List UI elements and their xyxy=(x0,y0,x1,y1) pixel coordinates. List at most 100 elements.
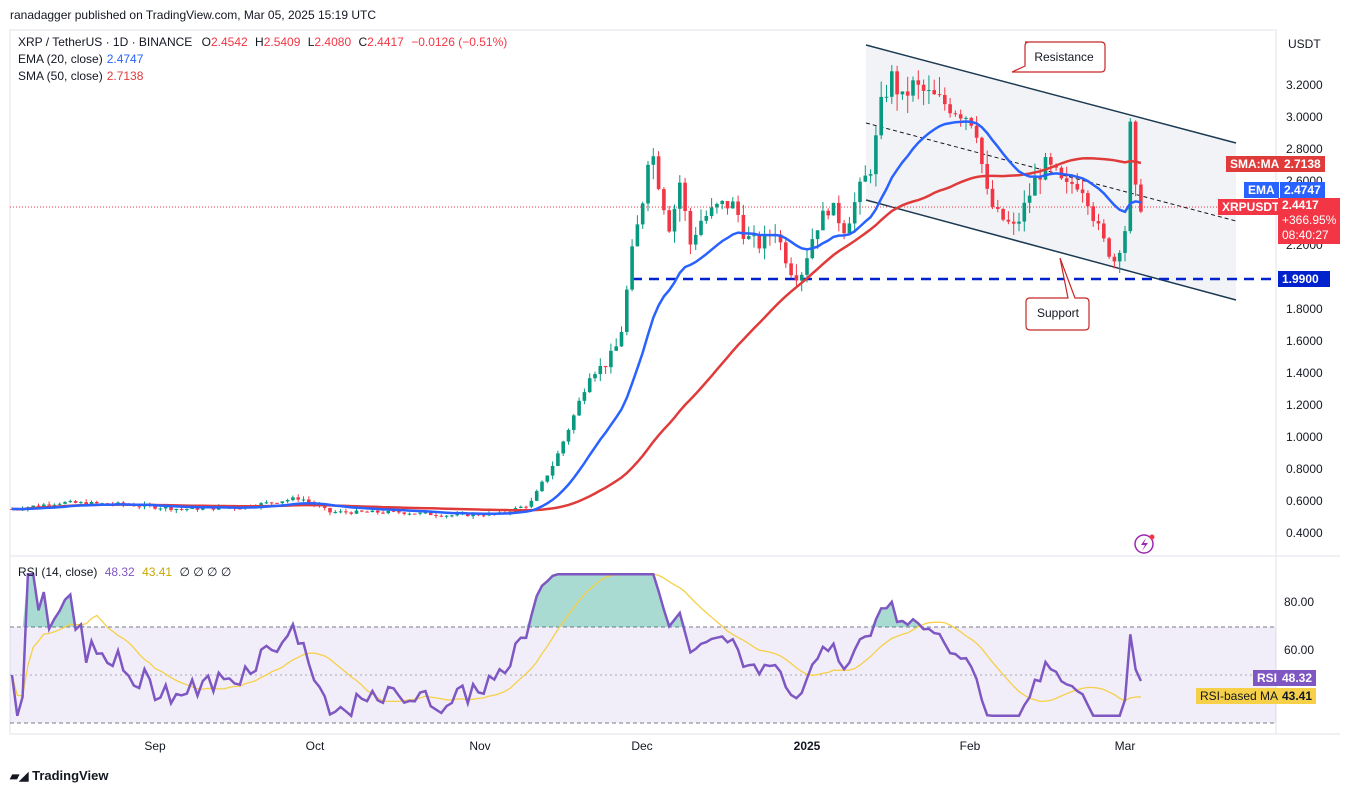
candle-body xyxy=(672,208,677,232)
candle-body xyxy=(603,365,608,368)
candle-body xyxy=(709,207,714,217)
time-tick: Oct xyxy=(306,739,325,753)
candle-body xyxy=(619,332,624,347)
support-callout[interactable]: Support xyxy=(1025,257,1090,331)
candle-body xyxy=(381,512,385,514)
channel-support-line[interactable] xyxy=(865,199,1237,301)
rsi-line xyxy=(10,572,1143,719)
candle-body xyxy=(418,512,422,514)
candle-body xyxy=(1102,223,1106,239)
candle-body xyxy=(79,502,83,504)
candle-body xyxy=(307,499,311,503)
tradingview-footer[interactable]: ▰◢ TradingView xyxy=(10,768,108,783)
price-tick: 1.8000 xyxy=(1286,302,1323,316)
candle-body xyxy=(640,203,645,225)
resistance-label: Resistance xyxy=(1034,50,1094,64)
channel-resistance-line[interactable] xyxy=(865,44,1237,144)
resistance-callout[interactable]: Resistance xyxy=(1011,41,1106,73)
currency-label: USDT xyxy=(1288,37,1321,51)
c-label: C xyxy=(358,35,368,49)
candle-body xyxy=(879,96,883,136)
candle-body xyxy=(842,223,846,234)
candle-body xyxy=(328,507,332,513)
candle-body xyxy=(704,216,709,221)
time-tick: Dec xyxy=(631,739,652,753)
candle-body xyxy=(275,502,279,504)
price-tick: 1.2000 xyxy=(1286,398,1323,412)
candle-body xyxy=(980,137,984,165)
candle-body xyxy=(519,506,523,508)
price-tick: 3.0000 xyxy=(1286,110,1323,124)
price-axis[interactable]: 3.20003.00002.80002.60002.20001.80001.60… xyxy=(1286,78,1323,540)
candle-body xyxy=(566,429,571,442)
candle-body xyxy=(837,202,841,224)
rsi-tag-value: 48.32 xyxy=(1278,670,1317,686)
lightning-icon[interactable] xyxy=(1134,534,1155,554)
candle-body xyxy=(1133,121,1138,185)
candle-body xyxy=(68,501,73,503)
sma-tag-value: 2.7138 xyxy=(1280,156,1325,172)
rsi-tick-80: 80.00 xyxy=(1284,595,1314,609)
candle-body xyxy=(185,508,189,510)
time-tick: Feb xyxy=(960,739,981,753)
rsi-legend-label: RSI (14, close) xyxy=(18,565,98,579)
footer-brand: TradingView xyxy=(32,768,109,783)
time-axis[interactable]: Sep Oct Nov Dec 2025 Feb Mar xyxy=(144,739,1135,753)
candle-body xyxy=(402,512,406,514)
candle-body xyxy=(794,275,799,281)
candle-body xyxy=(481,515,486,517)
candle-body xyxy=(799,274,804,281)
candle-body xyxy=(375,510,380,513)
candle-body xyxy=(996,206,1000,209)
candle-body xyxy=(1117,252,1122,262)
candle-body xyxy=(778,234,783,243)
candle-body xyxy=(36,505,41,507)
ema-legend-label: EMA (20, close) xyxy=(18,52,103,66)
candle-body xyxy=(789,263,793,276)
candle-body xyxy=(1027,195,1032,203)
candle-body xyxy=(354,510,359,514)
candle-body xyxy=(609,350,613,368)
candle-body xyxy=(1064,178,1069,182)
ema-legend[interactable]: EMA (20, close) 2.4747 xyxy=(18,52,143,66)
candle-body xyxy=(280,501,285,504)
candle-body xyxy=(301,499,306,501)
candle-body xyxy=(598,365,603,375)
symbol-legend[interactable]: XRP / TetherUS · 1D · BINANCE O2.4542 H2… xyxy=(18,35,507,49)
candle-body xyxy=(524,506,528,508)
candle-body xyxy=(1011,221,1016,224)
candle-body xyxy=(741,214,746,239)
candle-body xyxy=(47,504,51,506)
candle-body xyxy=(31,505,35,508)
candle-body xyxy=(667,210,671,232)
candle-body xyxy=(958,114,963,119)
candle-body xyxy=(1086,193,1090,207)
candle-body xyxy=(715,203,719,208)
candle-body xyxy=(953,113,958,115)
candle-body xyxy=(455,513,459,516)
rsi-tag-label: RSI xyxy=(1253,670,1282,686)
candle-body xyxy=(333,512,338,514)
candle-body xyxy=(529,500,534,507)
candle-body xyxy=(720,200,724,204)
candle-body xyxy=(932,90,936,95)
candle-body xyxy=(662,189,666,211)
candle-body xyxy=(291,497,295,501)
ema-tag-value: 2.4747 xyxy=(1280,182,1325,198)
l-value: 2.4080 xyxy=(314,35,352,49)
candle-body xyxy=(1096,221,1101,224)
candle-body xyxy=(534,491,539,501)
candle-body xyxy=(651,156,656,165)
candle-body xyxy=(895,71,899,95)
o-label: O xyxy=(201,35,211,49)
sma-legend[interactable]: SMA (50, close) 2.7138 xyxy=(18,69,143,83)
candle-body xyxy=(158,508,163,510)
candle-body xyxy=(927,90,931,92)
candle-body xyxy=(1128,121,1133,232)
candle-body xyxy=(561,441,565,454)
candle-body xyxy=(805,258,809,275)
price-tick: 0.6000 xyxy=(1286,494,1323,508)
rsi-legend-value: 48.32 xyxy=(104,565,135,579)
rsi-legend[interactable]: RSI (14, close) 48.32 43.41 ∅ ∅ ∅ ∅ xyxy=(18,565,231,579)
